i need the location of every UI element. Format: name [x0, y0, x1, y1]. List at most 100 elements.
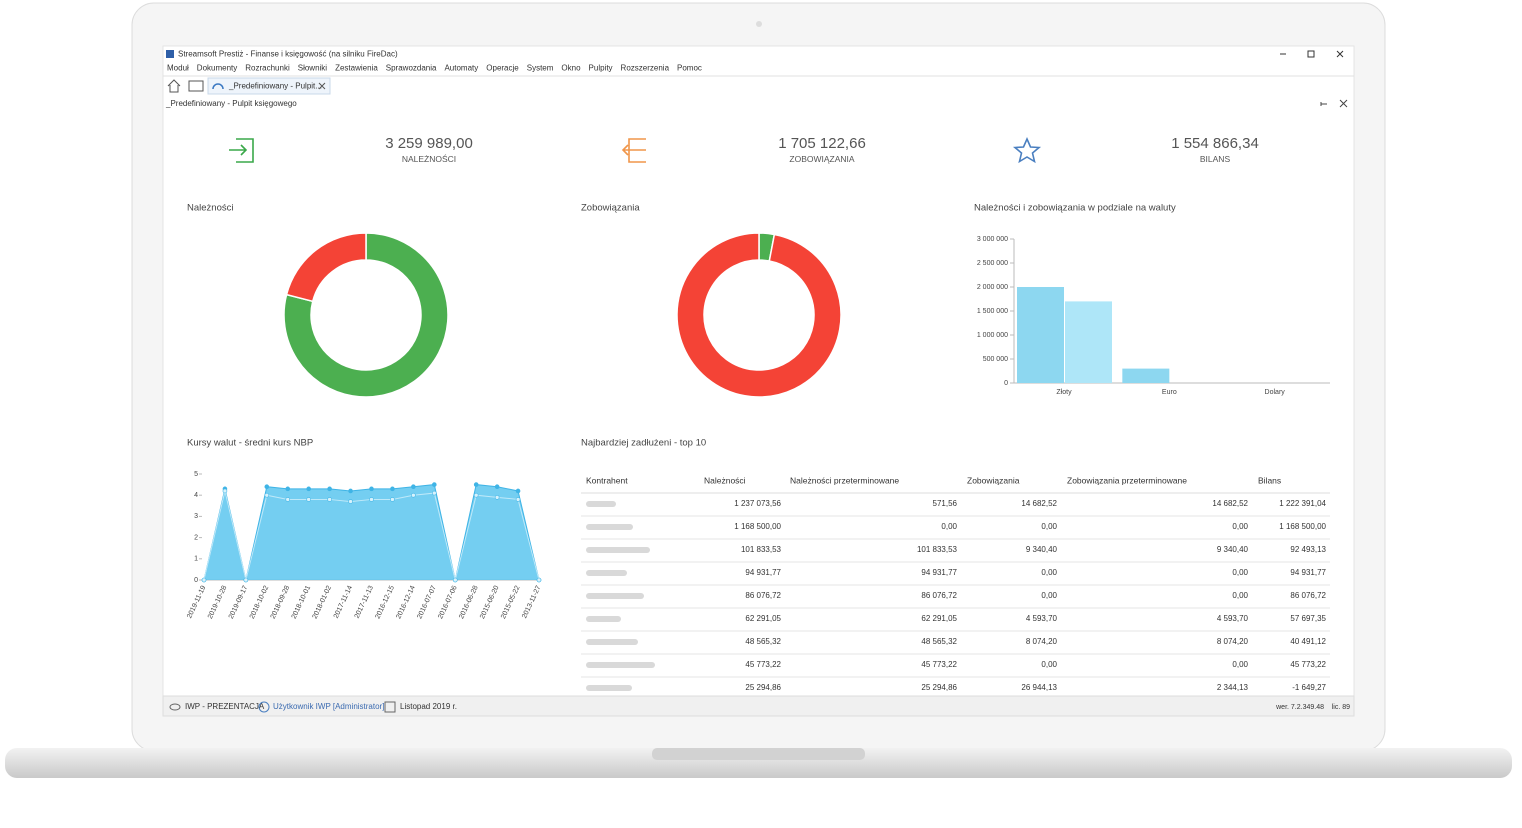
kpi-label: BILANS	[1200, 154, 1231, 164]
status-license: lic. 89	[1332, 704, 1350, 711]
table-cell: 1 168 500,00	[1279, 522, 1326, 531]
table-cell: 45 773,22	[1290, 660, 1326, 669]
column-header: Bilans	[1258, 475, 1281, 485]
point	[264, 484, 270, 490]
blurred-name	[586, 570, 627, 576]
table-cell: 0,00	[1041, 522, 1057, 531]
status-version: wer. 7.2.349.48	[1275, 704, 1324, 711]
panel-pin[interactable]	[1320, 102, 1327, 106]
kpi-label: NALEŻNOŚCI	[402, 153, 456, 164]
table-cell: 0,00	[1232, 522, 1248, 531]
menu-item[interactable]: Dokumenty	[197, 64, 237, 73]
y-tick-label: 4	[194, 492, 198, 499]
point	[327, 497, 332, 502]
calendar-icon	[384, 701, 396, 713]
menu-item[interactable]: Okno	[561, 64, 581, 73]
y-tick-label: 0	[194, 577, 198, 584]
y-tick-label: 2	[194, 534, 198, 541]
table-cell: 0,00	[941, 522, 957, 531]
table-cell: 571,56	[933, 499, 958, 508]
menu-item[interactable]: Operacje	[486, 64, 519, 73]
table-cell: 26 944,13	[1021, 683, 1057, 692]
menu-item[interactable]: Pulpity	[589, 64, 613, 73]
camera	[756, 21, 762, 27]
blurred-name	[586, 685, 632, 691]
table-cell: 94 931,77	[921, 568, 957, 577]
y-tick-label: 1 500 000	[977, 308, 1008, 315]
table-cell: 94 931,77	[745, 568, 781, 577]
point	[515, 488, 521, 494]
blurred-name	[586, 524, 633, 530]
point	[264, 492, 270, 498]
donut-slice	[676, 232, 842, 398]
restore[interactable]	[1307, 50, 1315, 58]
table-cell: 25 294,86	[745, 683, 781, 692]
y-tick-label: 0	[1004, 380, 1008, 387]
column-header: Zobowiązania przeterminowane	[1067, 475, 1187, 485]
table-cell: 86 076,72	[745, 591, 781, 600]
y-tick-label: 3 000 000	[977, 236, 1008, 243]
table-cell: 2 344,13	[1217, 683, 1249, 692]
bar	[1065, 301, 1112, 383]
y-tick-label: 2 500 000	[977, 260, 1008, 267]
status-user[interactable]: Użytkownik IWP [Administrator]	[273, 702, 384, 711]
y-tick-label: 5	[194, 471, 198, 478]
point	[411, 484, 416, 490]
menu-item[interactable]: Zestawienia	[335, 64, 378, 73]
bar	[1122, 368, 1170, 383]
menu-item[interactable]: Rozrachunki	[245, 64, 290, 73]
user-icon	[258, 701, 270, 713]
table-cell: 45 773,22	[921, 660, 957, 669]
db-icon	[169, 703, 181, 711]
table-cell: 86 076,72	[921, 591, 957, 600]
tab-label[interactable]: _Predefiniowany - Pulpit...	[228, 82, 322, 91]
y-tick-label: 2 000 000	[977, 284, 1008, 291]
table-cell: 14 682,52	[1021, 499, 1057, 508]
point	[306, 497, 311, 502]
menu-item[interactable]: Pomoc	[677, 64, 702, 73]
x-tick-label: Euro	[1162, 389, 1177, 396]
table-cell: 45 773,22	[745, 660, 781, 669]
point	[348, 488, 353, 494]
table-cell: 94 931,77	[1290, 568, 1326, 577]
close[interactable]	[1336, 50, 1344, 58]
panel-close[interactable]	[1339, 99, 1348, 108]
kpi-value: 1 554 866,34	[1171, 135, 1259, 152]
menu-item[interactable]: Słowniki	[298, 64, 328, 73]
menu-item[interactable]: Rozszerzenia	[621, 64, 670, 73]
table-cell: 101 833,53	[741, 545, 782, 554]
point	[327, 486, 332, 492]
point	[494, 495, 500, 500]
x-tick-label: Dolary	[1265, 389, 1286, 396]
table-cell: 8 074,20	[1026, 637, 1058, 646]
table-cell: 1 237 073,56	[734, 499, 781, 508]
menu-item[interactable]: Moduł	[167, 64, 189, 73]
point	[473, 482, 479, 487]
point	[432, 482, 437, 487]
table-cell: 4 593,70	[1026, 614, 1058, 623]
section-title: Najbardziej zadłużeni - top 10	[581, 438, 706, 449]
point	[285, 486, 291, 492]
point	[285, 497, 291, 502]
table-cell: 48 565,32	[745, 637, 781, 646]
table-cell: 0,00	[1232, 591, 1248, 600]
table-cell: 4 593,70	[1217, 614, 1249, 623]
toolbar: _Predefiniowany - Pulpit...	[167, 77, 331, 95]
menu-item[interactable]: Automaty	[444, 64, 478, 73]
section-title: Kursy walut - średni kurs NBP	[187, 438, 313, 449]
table-cell: 1 222 391,04	[1279, 499, 1326, 508]
home-button[interactable]	[167, 79, 181, 93]
area	[204, 484, 539, 580]
status-database: IWP - PREZENTACJA	[185, 702, 265, 711]
menu-item[interactable]: System	[527, 64, 554, 73]
section-title: Należności	[187, 203, 233, 214]
point	[494, 484, 500, 490]
tab[interactable]	[207, 77, 331, 95]
menu-item[interactable]: Sprawozdania	[386, 64, 437, 73]
y-tick-label: 1	[194, 556, 198, 563]
nav-button[interactable]	[188, 80, 204, 92]
point	[473, 492, 479, 498]
y-tick-label: 500 000	[983, 356, 1008, 363]
tab-close[interactable]	[318, 82, 326, 90]
